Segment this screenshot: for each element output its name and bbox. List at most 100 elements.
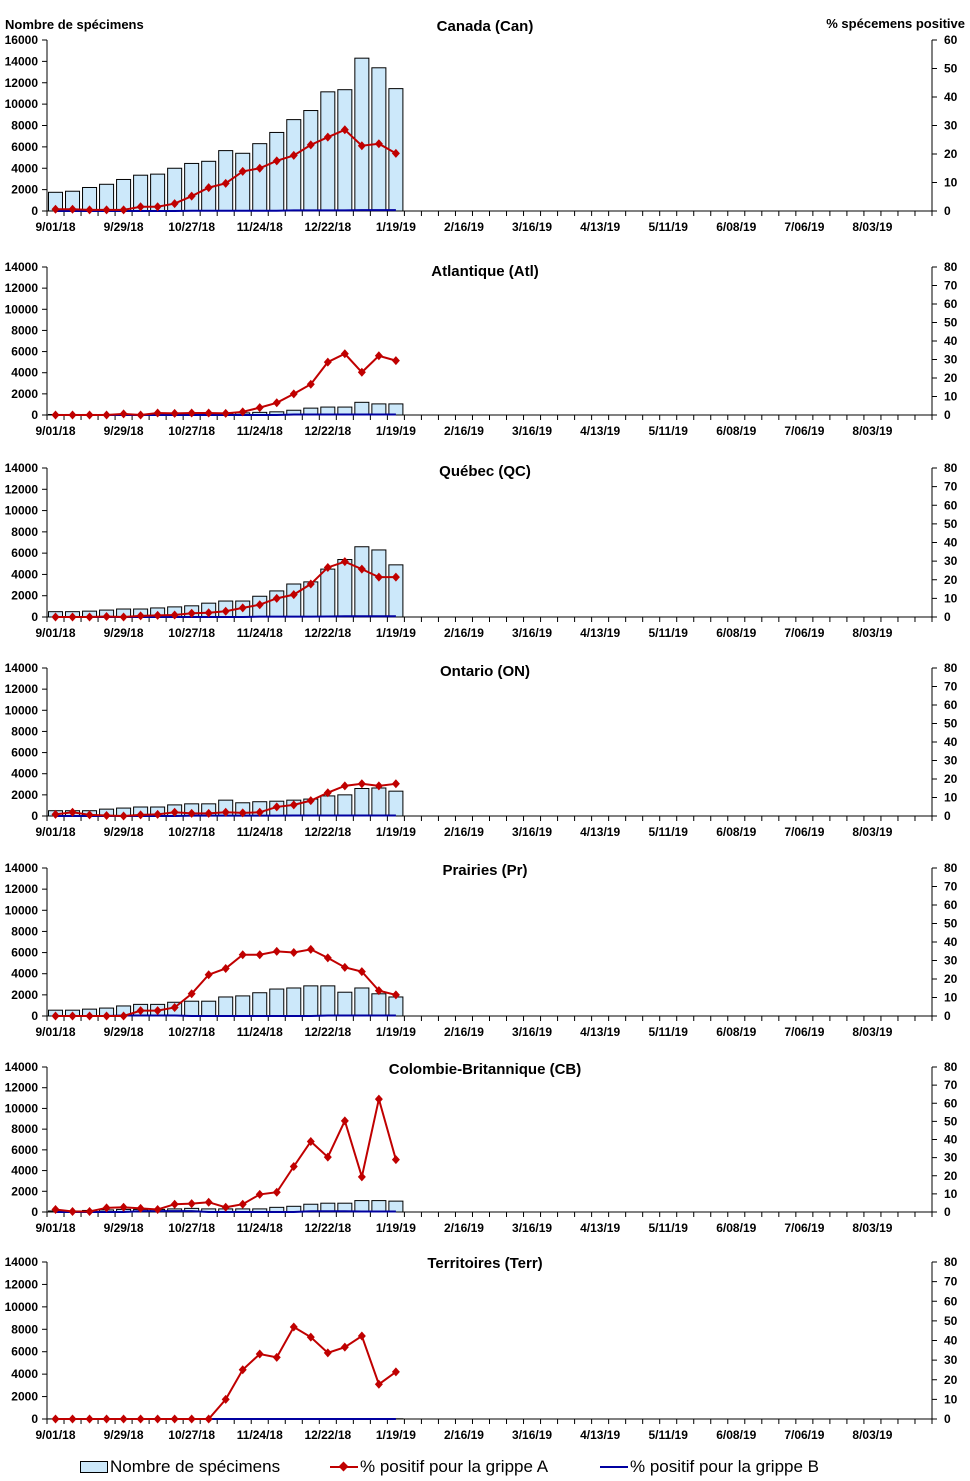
- x-tick-label: 12/22/18: [304, 1221, 351, 1235]
- right-tick-label: 10: [944, 991, 958, 1005]
- flu-a-point: [102, 410, 111, 420]
- x-tick-label: 6/08/19: [716, 1428, 756, 1442]
- left-axis-title: Nombre de spécimens: [5, 17, 144, 32]
- flu-a-point: [68, 410, 77, 420]
- flu-a-point: [85, 1011, 94, 1021]
- flu-a-point: [272, 593, 281, 603]
- x-tick-label: 3/16/19: [512, 1221, 552, 1235]
- flu-a-point: [340, 1342, 349, 1352]
- flu-a-point: [170, 1199, 179, 1209]
- left-tick-label: 0: [31, 408, 38, 422]
- flu-a-point: [102, 1203, 111, 1213]
- x-tick-label: 3/16/19: [512, 825, 552, 839]
- flu-a-point: [238, 407, 247, 417]
- left-tick-label: 2000: [11, 1390, 38, 1404]
- left-tick-label: 6000: [11, 1345, 38, 1359]
- flu-a-point: [374, 1094, 383, 1104]
- x-tick-label: 7/06/19: [784, 220, 824, 234]
- right-tick-label: 60: [944, 1294, 958, 1308]
- flu-a-point: [391, 1155, 400, 1165]
- flu-a-point: [153, 1204, 162, 1214]
- flu-a-point: [153, 1414, 162, 1424]
- right-tick-label: 10: [944, 591, 958, 605]
- left-tick-label: 10000: [5, 903, 39, 917]
- x-tick-label: 3/16/19: [512, 220, 552, 234]
- flu-a-point: [391, 148, 400, 158]
- x-tick-label: 9/01/18: [35, 626, 75, 640]
- flu-a-point: [204, 608, 213, 618]
- flu-a-point: [51, 204, 60, 214]
- flu-a-point: [204, 183, 213, 193]
- x-tick-label: 12/22/18: [304, 626, 351, 640]
- flu-a-point: [374, 572, 383, 582]
- flu-a-line: [55, 352, 397, 417]
- chart-panel: Prairies (Pr) 0 2000 4000 6000 8000 10000 12000…: [5, 861, 958, 1039]
- x-tick-label: 9/01/18: [35, 1025, 75, 1039]
- x-tick-label: 4/13/19: [580, 1221, 620, 1235]
- specimen-bar: [286, 583, 302, 618]
- flu-a-point: [136, 1203, 145, 1213]
- left-tick-label: 0: [31, 1412, 38, 1426]
- left-tick-label: 6000: [11, 1143, 38, 1157]
- x-tick-label: 2/16/19: [444, 1428, 484, 1442]
- right-tick-label: 20: [944, 371, 958, 385]
- left-tick-label: 16000: [5, 33, 39, 47]
- specimen-bar: [201, 1000, 217, 1017]
- flu-a-point: [340, 349, 349, 359]
- flu-a-point: [102, 1414, 111, 1424]
- right-tick-label: 10: [944, 1392, 958, 1406]
- flu-b-line: [55, 209, 396, 212]
- flu-a-point: [136, 1414, 145, 1424]
- x-tick-label: 9/01/18: [35, 424, 75, 438]
- x-tick-label: 9/01/18: [35, 1428, 75, 1442]
- right-tick-label: 60: [944, 33, 958, 47]
- flu-a-point: [187, 1199, 196, 1209]
- x-tick-label: 11/24/18: [237, 1428, 283, 1442]
- x-tick-label: 8/03/19: [852, 1025, 892, 1039]
- flu-a-point: [306, 1332, 315, 1342]
- specimen-bar: [337, 559, 353, 618]
- flu-a-point: [289, 590, 298, 600]
- x-tick-label: 5/11/19: [649, 1221, 689, 1235]
- left-tick-label: 12000: [5, 281, 39, 295]
- left-tick-label: 2000: [11, 387, 38, 401]
- right-tick-label: 30: [944, 1353, 958, 1367]
- flu-a-point: [51, 809, 60, 819]
- flu-a-point: [204, 970, 213, 980]
- flu-a-point: [272, 156, 281, 166]
- flu-a-point: [357, 141, 366, 151]
- x-tick-label: 10/27/18: [168, 1025, 215, 1039]
- left-tick-label: 14000: [5, 260, 39, 274]
- left-tick-label: 0: [31, 1205, 38, 1219]
- flu-a-point: [119, 612, 128, 622]
- flu-a-point: [51, 410, 60, 420]
- right-tick-label: 80: [944, 861, 958, 875]
- flu-b-line: [55, 1210, 396, 1213]
- x-tick-label: 10/27/18: [168, 1221, 215, 1235]
- x-tick-label: 4/13/19: [580, 626, 620, 640]
- flu-a-point: [187, 608, 196, 618]
- left-tick-label: 10000: [5, 1101, 39, 1115]
- flu-a-point: [238, 808, 247, 818]
- chart-title: Prairies (Pr): [442, 862, 527, 879]
- chart-panel: Territoires (Terr) 0 2000 4000 6000 8000 10000…: [5, 1255, 958, 1442]
- legend: Nombre de spécimens % positif pour la gr…: [0, 1457, 970, 1477]
- left-tick-label: 2000: [11, 788, 38, 802]
- left-tick-label: 10000: [5, 97, 39, 111]
- chart-title: Ontario (ON): [440, 663, 530, 680]
- x-tick-label: 1/19/19: [376, 220, 416, 234]
- left-tick-label: 10000: [5, 703, 39, 717]
- specimen-bar: [371, 787, 387, 817]
- x-tick-label: 4/13/19: [580, 825, 620, 839]
- left-tick-label: 8000: [11, 1122, 38, 1136]
- flu-a-point: [323, 132, 332, 142]
- right-tick-label: 60: [944, 297, 958, 311]
- left-tick-label: 6000: [11, 946, 38, 960]
- right-tick-label: 30: [944, 353, 958, 367]
- left-tick-label: 10000: [5, 504, 39, 518]
- right-tick-label: 20: [944, 1373, 958, 1387]
- right-tick-label: 20: [944, 772, 958, 786]
- flu-a-point: [323, 788, 332, 798]
- chart-title: Canada (Can): [437, 18, 534, 35]
